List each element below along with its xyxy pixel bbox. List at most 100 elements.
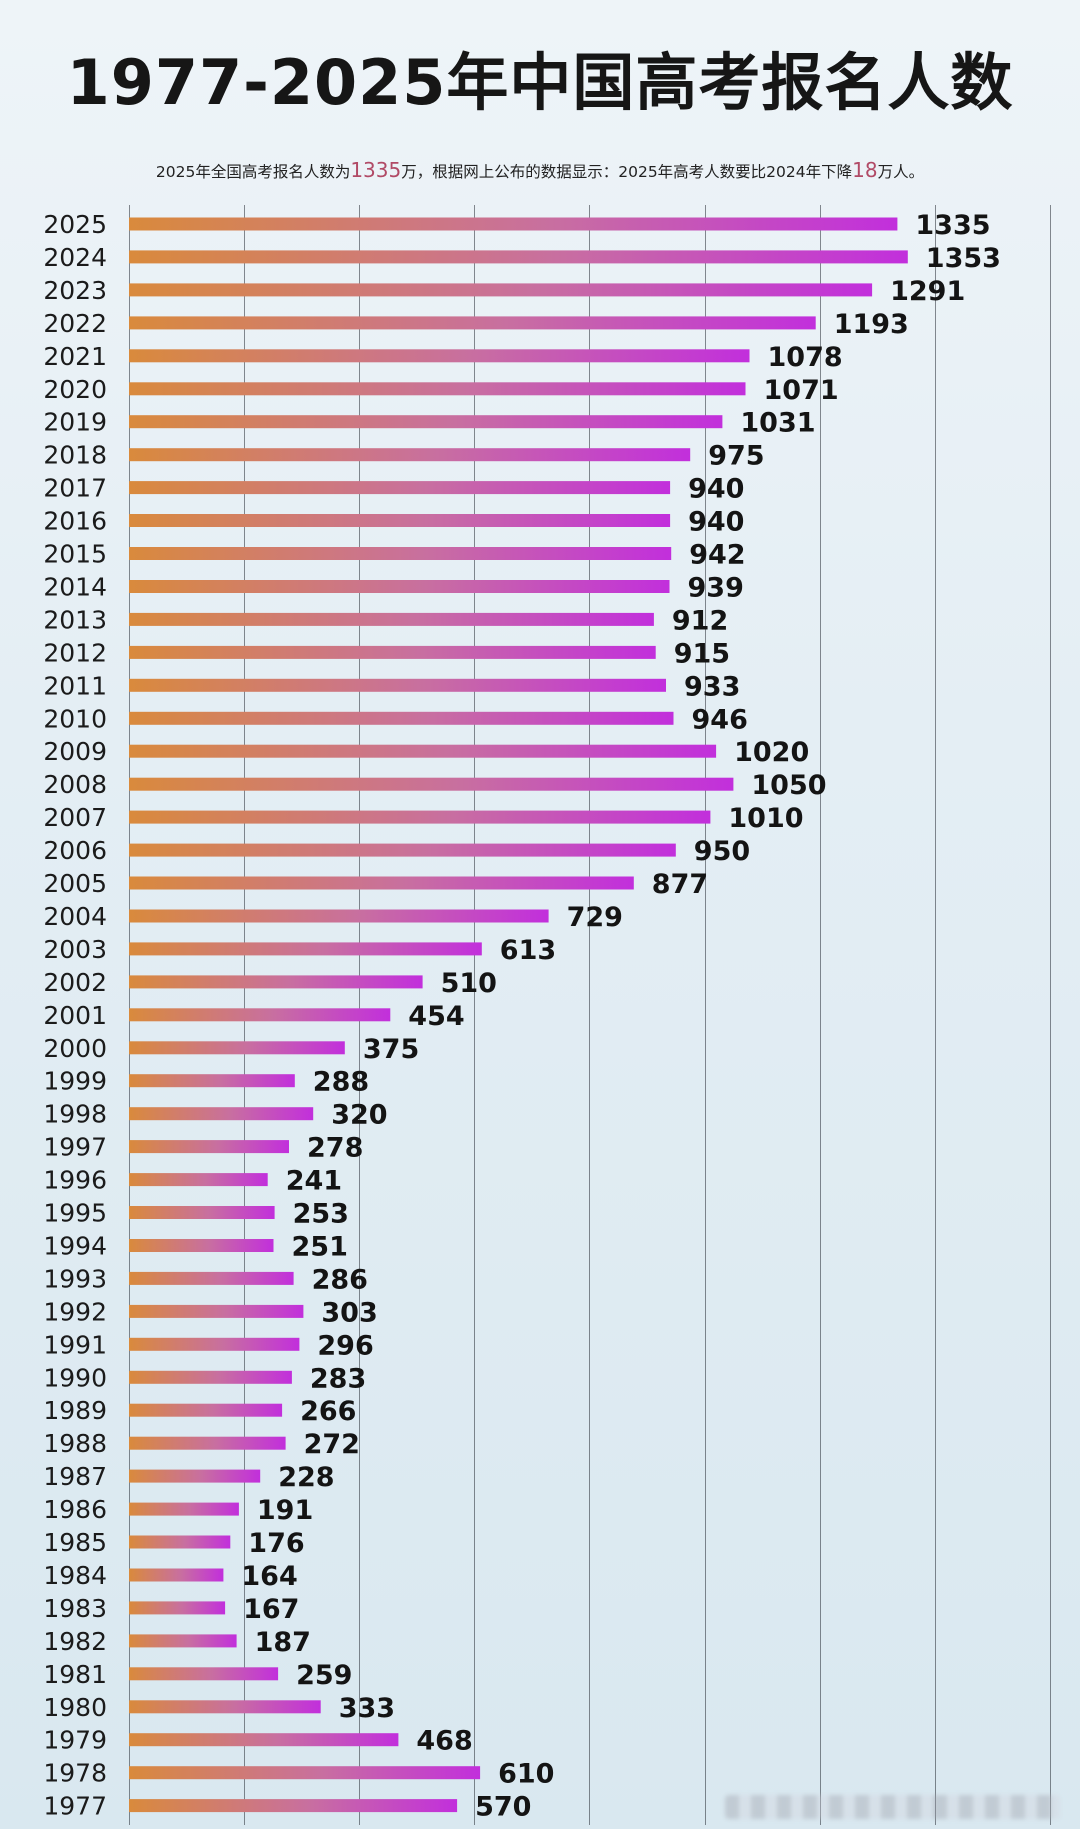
value-label: 729: [567, 902, 623, 933]
blurred-watermark: [725, 1795, 1060, 1819]
bar-2007: [129, 810, 711, 824]
value-label: 942: [689, 540, 745, 571]
value-label: 933: [684, 671, 740, 702]
year-label: 2003: [43, 935, 107, 964]
year-label: 2016: [43, 507, 107, 536]
bar-2022: [129, 316, 816, 330]
year-label: 1988: [43, 1429, 107, 1458]
year-label: 1993: [43, 1264, 107, 1293]
year-label: 2000: [43, 1034, 107, 1063]
bar-1982: [129, 1634, 237, 1648]
bar-1988: [129, 1436, 286, 1450]
value-label: 939: [688, 573, 744, 604]
bar-2013: [129, 612, 654, 626]
subtitle-text: 万，根据网上公布的数据显示：2025年高考人数要比2024年下降: [401, 163, 853, 181]
bar-1991: [129, 1337, 300, 1351]
bar-2005: [129, 876, 634, 890]
subtitle-highlight-drop: 18: [852, 158, 878, 182]
bar-1987: [129, 1469, 261, 1483]
labels: 2025 1335 2024 1353 2023 1291 2022 1193 2021 1078…: [43, 210, 1001, 1823]
bar-2001: [129, 1008, 391, 1022]
value-label: 940: [688, 507, 744, 538]
year-label: 2014: [43, 573, 107, 602]
year-label: 1979: [43, 1726, 107, 1755]
value-label: 468: [416, 1726, 472, 1757]
bar-1999: [129, 1074, 295, 1088]
value-label: 1031: [740, 408, 815, 439]
year-label: 1982: [43, 1627, 107, 1656]
value-label: 912: [672, 605, 728, 636]
year-label: 1997: [43, 1133, 107, 1162]
bar-2024: [129, 250, 908, 264]
bar-2019: [129, 415, 723, 429]
year-label: 2001: [43, 1001, 107, 1030]
value-label: 877: [652, 869, 708, 900]
year-label: 2011: [43, 671, 107, 700]
bar-2009: [129, 744, 717, 758]
year-label: 2005: [43, 869, 107, 898]
year-label: 1983: [43, 1594, 107, 1623]
year-label: 1980: [43, 1693, 107, 1722]
bar-2002: [129, 975, 423, 989]
year-label: 1981: [43, 1660, 107, 1689]
value-label: 950: [694, 836, 750, 867]
bar-2017: [129, 481, 671, 495]
year-label: 2024: [43, 243, 107, 272]
bar-2015: [129, 547, 672, 560]
bar-2010: [129, 711, 674, 725]
value-label: 333: [339, 1693, 395, 1724]
year-label: 2008: [43, 770, 107, 799]
bar-2006: [129, 843, 676, 857]
bar-2000: [129, 1041, 345, 1055]
bar-1984: [129, 1568, 224, 1582]
year-label: 2017: [43, 474, 107, 503]
year-label: 1978: [43, 1759, 107, 1788]
year-label: 1987: [43, 1462, 107, 1491]
bar-2020: [129, 382, 746, 396]
value-label: 176: [248, 1528, 304, 1559]
bar-1998: [129, 1107, 314, 1121]
bar-2008: [129, 777, 734, 791]
value-label: 454: [408, 1001, 464, 1032]
bar-2014: [129, 580, 670, 593]
value-label: 283: [310, 1363, 366, 1394]
bar-1997: [129, 1140, 289, 1154]
bar-1979: [129, 1733, 399, 1747]
bar-2012: [129, 645, 656, 659]
value-label: 286: [312, 1264, 368, 1295]
year-label: 1992: [43, 1297, 107, 1326]
year-label: 1986: [43, 1495, 107, 1524]
value-label: 266: [300, 1396, 356, 1427]
year-label: 2004: [43, 902, 107, 931]
value-label: 940: [688, 474, 744, 505]
bars: [129, 217, 908, 1813]
year-label: 2023: [43, 276, 107, 305]
bar-1978: [129, 1766, 481, 1780]
year-label: 2015: [43, 540, 107, 569]
bar-2016: [129, 514, 671, 527]
value-label: 241: [286, 1166, 342, 1197]
year-label: 2019: [43, 408, 107, 437]
value-label: 320: [331, 1100, 387, 1131]
year-label: 2025: [43, 210, 107, 239]
value-label: 1078: [768, 342, 843, 373]
value-label: 915: [674, 638, 730, 669]
year-label: 1991: [43, 1330, 107, 1359]
year-label: 2010: [43, 704, 107, 733]
bar-1994: [129, 1239, 274, 1252]
value-label: 303: [321, 1297, 377, 1328]
bar-1989: [129, 1403, 283, 1417]
year-label: 1998: [43, 1100, 107, 1129]
value-label: 191: [257, 1495, 313, 1526]
bar-2004: [129, 909, 549, 923]
bar-1995: [129, 1206, 275, 1219]
value-label: 164: [241, 1561, 297, 1592]
year-label: 1995: [43, 1199, 107, 1228]
value-label: 375: [363, 1034, 419, 1065]
value-label: 167: [243, 1594, 299, 1625]
value-label: 946: [692, 704, 748, 735]
chart-subtitle: 2025年全国高考报名人数为1335万，根据网上公布的数据显示：2025年高考人…: [0, 158, 1080, 182]
value-label: 253: [293, 1199, 349, 1230]
year-label: 2021: [43, 342, 107, 371]
year-label: 2006: [43, 836, 107, 865]
